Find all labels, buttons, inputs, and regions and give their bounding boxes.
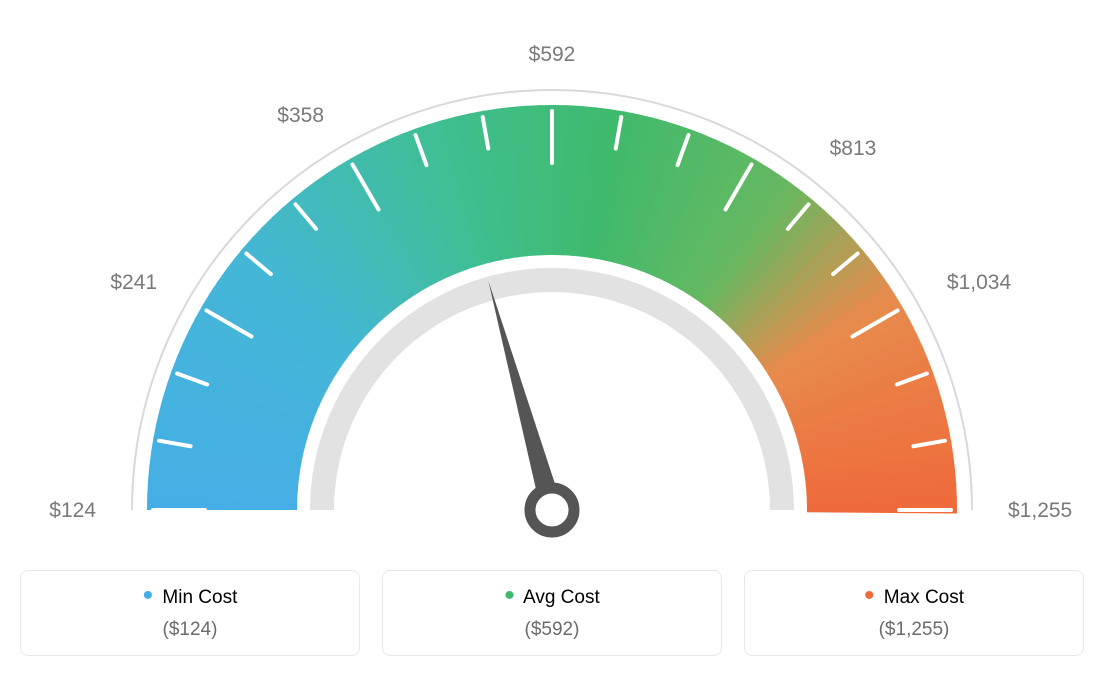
cost-gauge: $124 $241 $358 $592 $813 $1,034 $1,255	[20, 20, 1084, 580]
legend-avg-title: • Avg Cost	[383, 587, 721, 609]
gauge-hub	[530, 488, 574, 532]
legend-min-label: Min Cost	[162, 587, 237, 608]
legend-min-title: • Min Cost	[21, 587, 359, 609]
legend-card-avg: • Avg Cost ($592)	[382, 570, 722, 656]
tick-label: $813	[830, 137, 877, 160]
dot-icon: •	[143, 579, 154, 612]
tick-label: $124	[49, 499, 96, 522]
tick-label: $1,255	[1008, 499, 1072, 522]
legend-avg-value: ($592)	[383, 619, 721, 641]
legend-max-title: • Max Cost	[745, 587, 1083, 609]
dot-icon: •	[504, 579, 515, 612]
legend-card-max: • Max Cost ($1,255)	[744, 570, 1084, 656]
dot-icon: •	[864, 579, 875, 612]
tick-label: $1,034	[947, 271, 1012, 294]
legend-card-min: • Min Cost ($124)	[20, 570, 360, 656]
gauge-svg: $124 $241 $358 $592 $813 $1,034 $1,255	[20, 20, 1084, 580]
legend-avg-label: Avg Cost	[523, 587, 600, 608]
legend-row: • Min Cost ($124) • Avg Cost ($592) • Ma…	[20, 570, 1084, 656]
tick-label: $358	[277, 104, 324, 127]
tick-label: $241	[110, 271, 157, 294]
legend-max-value: ($1,255)	[745, 619, 1083, 641]
legend-min-value: ($124)	[21, 619, 359, 641]
legend-max-label: Max Cost	[884, 587, 964, 608]
tick-label: $592	[529, 43, 576, 66]
